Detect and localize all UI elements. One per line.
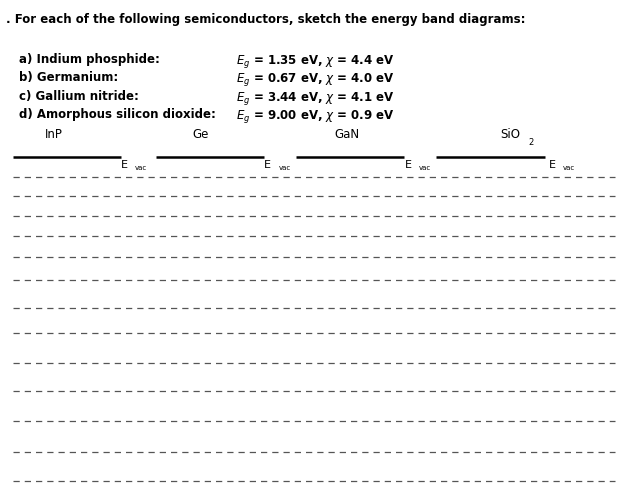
Text: E: E bbox=[264, 160, 271, 170]
Text: E: E bbox=[404, 160, 412, 170]
Text: 2: 2 bbox=[529, 137, 534, 146]
Text: E: E bbox=[549, 160, 556, 170]
Text: a) Indium phosphide:: a) Indium phosphide: bbox=[19, 53, 160, 66]
Text: InP: InP bbox=[45, 127, 63, 140]
Text: b) Germanium:: b) Germanium: bbox=[19, 71, 118, 84]
Text: c) Gallium nitride:: c) Gallium nitride: bbox=[19, 90, 139, 103]
Text: vac: vac bbox=[278, 165, 290, 171]
Text: E: E bbox=[121, 160, 128, 170]
Text: $\mathit{E_g}$ = 1.35 eV, $\chi$ = 4.4 eV: $\mathit{E_g}$ = 1.35 eV, $\chi$ = 4.4 e… bbox=[236, 53, 394, 70]
Text: vac: vac bbox=[419, 165, 431, 171]
Text: SiO: SiO bbox=[500, 127, 520, 140]
Text: vac: vac bbox=[563, 165, 575, 171]
Text: $\mathit{E_g}$ = 9.00 eV, $\chi$ = 0.9 eV: $\mathit{E_g}$ = 9.00 eV, $\chi$ = 0.9 e… bbox=[236, 108, 394, 125]
Text: Ge: Ge bbox=[192, 127, 209, 140]
Text: d) Amorphous silicon dioxide:: d) Amorphous silicon dioxide: bbox=[19, 108, 216, 121]
Text: $\mathit{E_g}$ = 3.44 eV, $\chi$ = 4.1 eV: $\mathit{E_g}$ = 3.44 eV, $\chi$ = 4.1 e… bbox=[236, 90, 394, 107]
Text: vac: vac bbox=[135, 165, 147, 171]
Text: GaN: GaN bbox=[334, 127, 360, 140]
Text: . For each of the following semiconductors, sketch the energy band diagrams:: . For each of the following semiconducto… bbox=[6, 13, 526, 26]
Text: $\mathit{E_g}$ = 0.67 eV, $\chi$ = 4.0 eV: $\mathit{E_g}$ = 0.67 eV, $\chi$ = 4.0 e… bbox=[236, 71, 394, 88]
